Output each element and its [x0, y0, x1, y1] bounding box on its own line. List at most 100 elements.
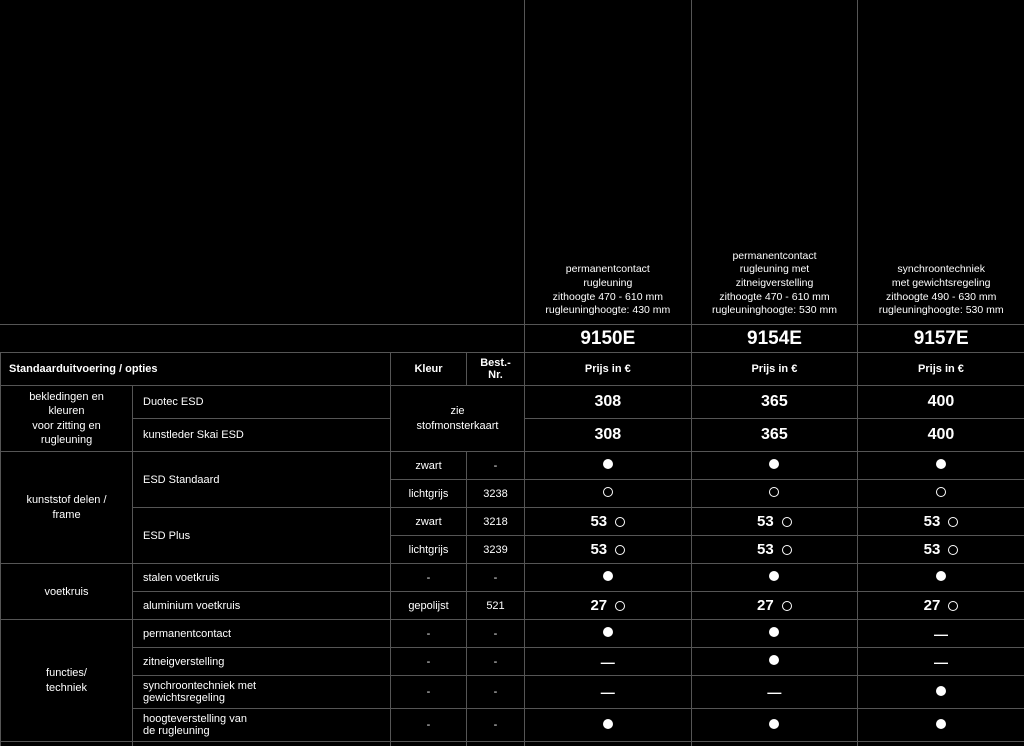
- category-cell: kunststof delen / frame: [1, 452, 133, 564]
- filled-dot-icon: [603, 459, 613, 469]
- col-spec-2: synchroontechniek met gewichtsregeling z…: [857, 0, 1024, 324]
- value-cell: [691, 709, 858, 742]
- table-row: functies/ techniekpermanentcontact--—: [1, 620, 1024, 648]
- value-cell: [858, 480, 1024, 508]
- option-cell: zitneigverstelling: [133, 648, 391, 676]
- table-row: aluminium voetkruisgepolijst521272727: [1, 592, 1024, 620]
- value-cell: 308: [525, 386, 692, 419]
- value-cell: [691, 452, 858, 480]
- top-columns: permanentcontact rugleuning zithoogte 47…: [524, 0, 1024, 324]
- value-cell: [858, 709, 1024, 742]
- option-cell: synchroontechniek met gewichtsregeling: [133, 676, 391, 709]
- table-row: zitneigverstelling--——: [1, 648, 1024, 676]
- ring-icon: [615, 517, 625, 527]
- kleur-cell: zwart: [391, 508, 467, 536]
- kleur-cell: -: [391, 676, 467, 709]
- kleur-cell: gepolijst: [391, 592, 467, 620]
- value-cell: 27: [691, 592, 858, 620]
- filled-dot-icon: [769, 655, 779, 665]
- option-cell: ESD Standaard: [133, 452, 391, 508]
- ring-icon: [948, 601, 958, 611]
- bestnr-cell: -: [467, 709, 525, 742]
- value-cell: 53: [858, 536, 1024, 564]
- filled-dot-icon: [603, 719, 613, 729]
- value-cell: [525, 742, 692, 746]
- category-cell: voetkruis: [1, 564, 133, 620]
- ring-icon: [948, 545, 958, 555]
- bestnr-cell: -: [467, 564, 525, 592]
- value-cell: [858, 742, 1024, 746]
- value-cell: 53: [525, 508, 692, 536]
- kleur-cell: -: [391, 620, 467, 648]
- kleur-cell: lichtgrijs: [391, 536, 467, 564]
- value-cell: 365: [691, 419, 858, 452]
- value-cell: [525, 452, 692, 480]
- value-cell: 308: [525, 419, 692, 452]
- filled-dot-icon: [769, 719, 779, 729]
- bestnr-cell: 521: [467, 592, 525, 620]
- value-cell: [691, 620, 858, 648]
- category-cell: verzendwijze: [1, 742, 133, 746]
- bestnr-cell: -: [467, 742, 525, 746]
- ring-icon: [782, 601, 792, 611]
- ring-icon: [936, 487, 946, 497]
- category-cell: functies/ techniek: [1, 620, 133, 742]
- ring-icon: [769, 487, 779, 497]
- value-cell: [858, 676, 1024, 709]
- category-cell: bekledingen en kleuren voor zitting en r…: [1, 386, 133, 452]
- header-price-2: Prijs in €: [858, 353, 1024, 386]
- value-cell: 27: [525, 592, 692, 620]
- header-left: Standaarduitvoering / opties: [1, 353, 391, 386]
- col-spec-0: permanentcontact rugleuning zithoogte 47…: [524, 0, 691, 324]
- filled-dot-icon: [769, 627, 779, 637]
- value-cell: —: [525, 676, 692, 709]
- top-area: permanentcontact rugleuning zithoogte 47…: [0, 0, 1024, 324]
- bestnr-cell: 3239: [467, 536, 525, 564]
- options-table: Standaarduitvoering / opties Kleur Best.…: [0, 352, 1024, 746]
- page: permanentcontact rugleuning zithoogte 47…: [0, 0, 1024, 746]
- top-left-blank: [0, 0, 524, 324]
- ring-icon: [615, 601, 625, 611]
- bestnr-cell: -: [467, 452, 525, 480]
- filled-dot-icon: [936, 459, 946, 469]
- value-cell: 400: [858, 419, 1024, 452]
- bestnr-cell: 3218: [467, 508, 525, 536]
- kleur-cell: -: [391, 709, 467, 742]
- value-cell: [525, 480, 692, 508]
- table-row: bekledingen en kleuren voor zitting en r…: [1, 386, 1024, 419]
- option-cell: stalen voetkruis: [133, 564, 391, 592]
- value-cell: [858, 452, 1024, 480]
- value-cell: [525, 620, 692, 648]
- option-cell: kunstleder Skai ESD: [133, 419, 391, 452]
- value-cell: 400: [858, 386, 1024, 419]
- model-0: 9150E: [524, 324, 691, 352]
- option-cell: hoogteverstelling van de rugleuning: [133, 709, 391, 742]
- kleur-cell: -: [391, 742, 467, 746]
- header-row: Standaarduitvoering / opties Kleur Best.…: [1, 353, 1024, 386]
- table-row: voetkruisstalen voetkruis--: [1, 564, 1024, 592]
- value-cell: —: [525, 648, 692, 676]
- header-price-1: Prijs in €: [691, 353, 858, 386]
- bestnr-cell: -: [467, 676, 525, 709]
- value-cell: 53: [525, 536, 692, 564]
- model-left-blank: [0, 324, 524, 352]
- value-cell: 27: [858, 592, 1024, 620]
- ring-icon: [603, 487, 613, 497]
- ring-icon: [782, 545, 792, 555]
- value-cell: 53: [691, 508, 858, 536]
- filled-dot-icon: [936, 686, 946, 696]
- value-cell: 53: [858, 508, 1024, 536]
- value-cell: [525, 564, 692, 592]
- kleur-cell: lichtgrijs: [391, 480, 467, 508]
- value-cell: [691, 742, 858, 746]
- option-cell: Duotec ESD: [133, 386, 391, 419]
- filled-dot-icon: [769, 459, 779, 469]
- filled-dot-icon: [936, 571, 946, 581]
- header-price-0: Prijs in €: [525, 353, 692, 386]
- spec-text: permanentcontact rugleuning met zitneigv…: [712, 250, 837, 318]
- header-kleur: Kleur: [391, 353, 467, 386]
- bestnr-cell: -: [467, 648, 525, 676]
- ring-icon: [948, 517, 958, 527]
- table-row: hoogteverstelling van de rugleuning--: [1, 709, 1024, 742]
- filled-dot-icon: [603, 571, 613, 581]
